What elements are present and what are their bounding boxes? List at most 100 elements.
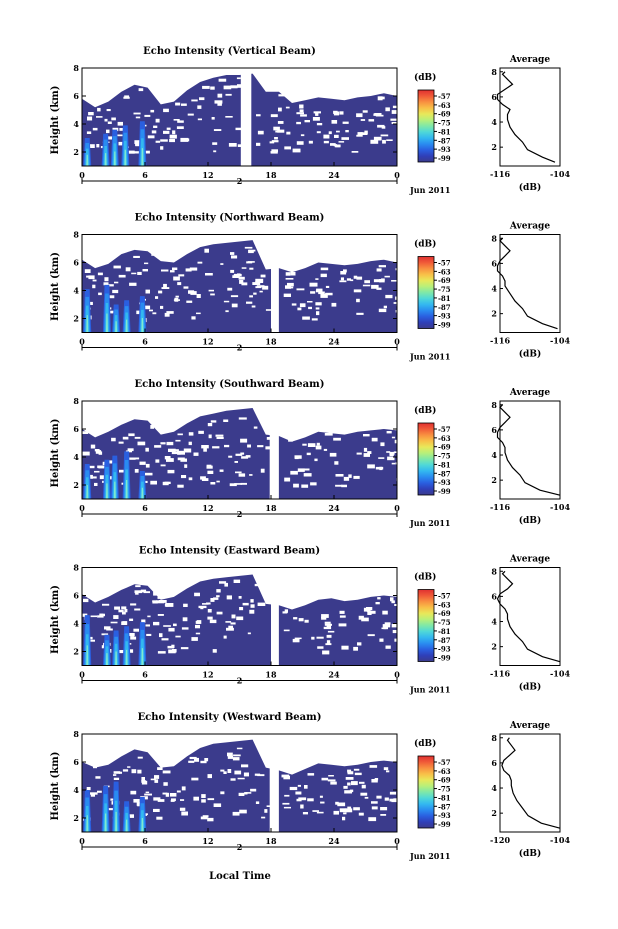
strong-echo-column	[141, 148, 144, 166]
noecho-pixel	[344, 790, 352, 794]
noecho-pixel	[129, 282, 137, 286]
noecho-pixel	[202, 85, 210, 89]
noecho-pixel	[213, 803, 222, 807]
colorbar	[417, 589, 435, 662]
noecho-pixel	[135, 457, 140, 460]
noecho-pixel	[254, 583, 263, 587]
noecho-pixel	[162, 770, 171, 774]
noecho-pixel	[299, 104, 304, 109]
noecho-pixel	[369, 765, 378, 768]
noecho-pixel	[271, 140, 279, 143]
y-tick-label: 6	[73, 757, 79, 767]
noecho-pixel	[307, 773, 315, 776]
noecho-pixel	[380, 96, 385, 100]
noecho-pixel	[164, 312, 170, 317]
noecho-pixel	[98, 292, 102, 296]
strong-echo-group	[83, 615, 147, 666]
noecho-pixel	[104, 277, 109, 282]
strong-echo-group	[83, 284, 147, 333]
noecho-pixel	[164, 603, 169, 607]
colorbar-tick-label: -69	[438, 276, 451, 285]
noecho-pixel	[263, 85, 272, 88]
noecho-pixel	[129, 457, 136, 460]
noecho-pixel	[82, 431, 89, 434]
noecho-pixel	[182, 617, 188, 622]
noecho-pixel	[293, 617, 298, 620]
noecho-pixel	[367, 611, 372, 615]
noecho-pixel	[112, 289, 119, 294]
noecho-pixel	[339, 808, 347, 813]
noecho-pixel	[161, 269, 169, 272]
noecho-pixel	[151, 130, 157, 134]
noecho-pixel	[249, 295, 253, 298]
noecho-pixel	[367, 634, 375, 637]
noecho-pixel	[204, 248, 209, 253]
noecho-pixel	[264, 809, 268, 813]
average-y-tick-label: 2	[491, 309, 497, 319]
noecho-pixel	[309, 282, 318, 287]
noecho-pixel	[382, 624, 391, 628]
y-tick-label: 2	[73, 314, 79, 324]
noecho-pixel	[165, 603, 174, 607]
noecho-pixel	[197, 261, 203, 264]
noecho-pixel	[226, 627, 234, 631]
noecho-pixel	[356, 276, 363, 280]
noecho-pixel	[172, 130, 176, 135]
x-tick-label: 0	[394, 503, 400, 513]
noecho-pixel	[343, 476, 350, 481]
noecho-pixel	[201, 799, 206, 803]
noecho-pixel	[170, 799, 175, 802]
x-tick-label: 6	[142, 170, 148, 180]
day-label: 2	[237, 176, 243, 186]
noecho-pixel	[101, 633, 109, 636]
noecho-pixel	[118, 609, 124, 613]
noecho-pixel	[127, 633, 135, 637]
noecho-pixel	[307, 798, 314, 802]
strong-echo-group	[83, 781, 147, 832]
noecho-pixel	[134, 608, 141, 611]
noecho-pixel	[396, 791, 403, 794]
colorbar-tick-label: -57	[438, 758, 451, 767]
noecho-pixel	[283, 629, 290, 632]
noecho-pixel	[338, 141, 345, 143]
noecho-pixel	[350, 279, 354, 282]
local-time-label: Local Time	[209, 871, 271, 882]
noecho-pixel	[202, 603, 209, 605]
noecho-pixel	[157, 651, 166, 654]
colorbar-tick-label: -75	[438, 618, 451, 627]
colorbar-tick-label: -63	[438, 434, 451, 443]
noecho-pixel	[363, 434, 370, 437]
noecho-pixel	[211, 117, 215, 120]
noecho-pixel	[145, 447, 149, 452]
noecho-pixel	[197, 118, 202, 121]
noecho-pixel	[319, 795, 323, 798]
x-tick-label: 0	[394, 337, 400, 347]
noecho-pixel	[160, 464, 166, 467]
noecho-pixel	[358, 812, 364, 816]
noecho-pixel	[184, 138, 190, 142]
y-tick-label: 4	[73, 619, 79, 629]
day-label: 2	[237, 343, 243, 353]
noecho-pixel	[212, 142, 218, 145]
noecho-pixel	[316, 131, 321, 134]
noecho-pixel	[90, 444, 96, 449]
noecho-pixel	[135, 585, 141, 588]
noecho-pixel	[163, 130, 170, 134]
noecho-pixel	[201, 794, 206, 798]
panel-title: Echo Intensity (Northward Beam)	[135, 213, 325, 224]
noecho-pixel	[241, 282, 248, 286]
noecho-pixel	[129, 618, 134, 621]
noecho-pixel	[223, 635, 227, 639]
x-tick-label: 0	[394, 670, 400, 680]
noecho-pixel	[287, 94, 294, 97]
noecho-pixel	[200, 607, 204, 610]
noecho-pixel	[95, 776, 101, 779]
noecho-pixel	[188, 441, 192, 446]
noecho-pixel	[315, 112, 319, 116]
colorbar-tick-label: -75	[438, 285, 451, 294]
noecho-pixel	[168, 627, 175, 632]
noecho-pixel	[104, 626, 111, 630]
noecho-pixel	[210, 293, 215, 296]
noecho-pixel	[230, 295, 239, 298]
noecho-pixel	[364, 796, 369, 799]
